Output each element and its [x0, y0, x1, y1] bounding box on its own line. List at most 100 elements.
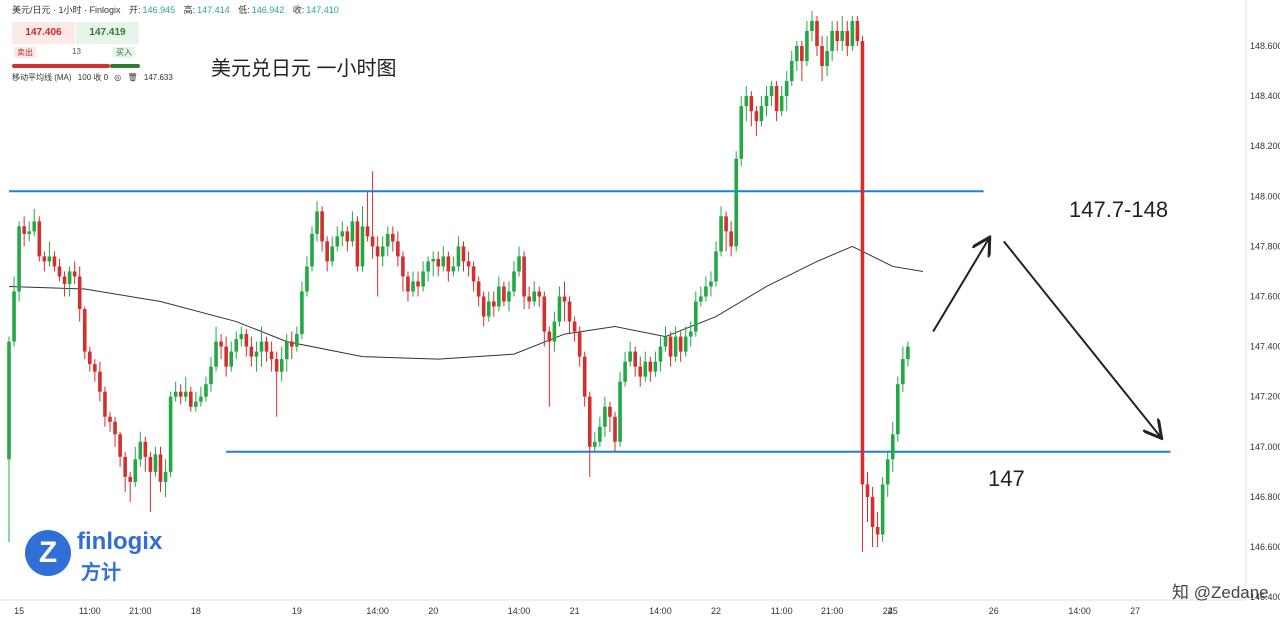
candle-down — [800, 46, 804, 62]
y-tick-label: 147.400 — [1250, 342, 1280, 352]
candle-up — [880, 484, 885, 535]
candle-down — [219, 341, 223, 347]
candle-up — [163, 471, 168, 482]
upper-target-label: 147.7-148 — [1069, 197, 1169, 222]
candle-down — [118, 434, 122, 457]
candle-down — [582, 356, 587, 397]
candle-down — [396, 241, 400, 257]
candle-down — [264, 341, 269, 352]
candle-up — [704, 286, 708, 297]
candle-down — [875, 526, 880, 535]
candle-down — [244, 334, 249, 347]
candle-up — [784, 81, 789, 97]
candle-down — [678, 336, 683, 352]
y-tick-label: 148.600 — [1250, 41, 1280, 51]
candle-down — [815, 20, 819, 46]
sell-price-button[interactable]: 147.406 — [12, 22, 75, 44]
candle-up — [764, 96, 769, 107]
candle-up — [385, 233, 390, 247]
candle-down — [290, 341, 294, 347]
ohlc-open-value: 146.945 — [142, 5, 176, 15]
candle-down — [37, 221, 42, 257]
candle-up — [906, 346, 910, 360]
x-tick-label: 11:00 — [79, 606, 101, 616]
candle-up — [805, 30, 809, 62]
logo-cn: 方计 — [81, 562, 121, 584]
ma-indicator-legend[interactable]: 移动平均线 (MA) 100 收 0 ◎ 🗑 147.633 — [12, 72, 177, 83]
candle-up — [305, 266, 309, 292]
candle-down — [224, 346, 228, 367]
candle-up — [199, 396, 203, 402]
candle-up — [284, 341, 289, 360]
candle-up — [234, 339, 239, 352]
y-tick-label: 147.000 — [1250, 442, 1280, 452]
candle-down — [476, 281, 481, 297]
candle-up — [628, 351, 632, 362]
candle-up — [194, 401, 198, 407]
candle-down — [542, 296, 547, 332]
candle-up — [340, 231, 345, 237]
trash-icon[interactable]: 🗑 — [127, 73, 138, 82]
candle-up — [7, 341, 11, 460]
candle-down — [93, 364, 97, 372]
x-tick-label: 14:00 — [508, 606, 531, 616]
candle-down — [562, 296, 567, 302]
candle-up — [603, 406, 607, 427]
candle-up — [168, 396, 173, 472]
candle-up — [658, 346, 663, 362]
candle-down — [406, 276, 410, 292]
candle-up — [896, 384, 900, 435]
candle-up — [850, 20, 855, 46]
x-tick-label: 11:00 — [771, 606, 793, 616]
candle-down — [52, 256, 57, 267]
logo-name: finlogix — [77, 528, 163, 555]
buy-price-button[interactable]: 147.419 — [76, 22, 139, 44]
candle-down — [143, 441, 148, 457]
candle-down — [845, 30, 850, 46]
candle-down — [416, 281, 420, 287]
candle-down — [72, 271, 77, 277]
ma-value: 147.633 — [143, 73, 173, 82]
candle-up — [593, 441, 597, 447]
candle-up — [683, 336, 688, 352]
candle-up — [890, 434, 895, 460]
chart-title: 美元兑日元 一小时图 — [211, 58, 397, 80]
y-tick-label: 148.400 — [1250, 91, 1280, 101]
candle-down — [537, 291, 542, 297]
y-tick-label: 146.800 — [1250, 492, 1280, 502]
finlogix-logo: Z finlogix 方计 — [25, 528, 185, 584]
candle-up — [456, 246, 461, 267]
ma-name: 移动平均线 (MA) — [12, 73, 72, 82]
y-tick-label: 147.600 — [1250, 292, 1280, 302]
candle-down — [391, 233, 395, 242]
candle-up — [810, 20, 814, 31]
candle-up — [901, 359, 905, 385]
symbol-label: 美元/日元 · 1小时 · Finlogix — [12, 5, 121, 15]
projection-arrow-down — [1003, 240, 1161, 436]
buy-button[interactable]: 买入 — [113, 47, 135, 58]
x-tick-label: 21:00 — [821, 606, 844, 616]
candle-down — [401, 256, 405, 277]
ohlc-close-label: 收: — [292, 5, 305, 15]
candle-down — [729, 231, 733, 247]
candle-up — [259, 341, 264, 352]
candle-up — [552, 321, 557, 342]
lower-target-label: 147 — [988, 466, 1025, 491]
candle-up — [153, 454, 158, 472]
candle-up — [32, 221, 37, 232]
x-tick-label: 15 — [14, 606, 24, 616]
candle-up — [209, 366, 213, 385]
x-tick-label: 14:00 — [649, 606, 672, 616]
candle-up — [512, 271, 516, 292]
candle-up — [825, 51, 829, 67]
candle-up — [426, 261, 430, 272]
candle-up — [517, 256, 521, 272]
candle-down — [613, 416, 617, 442]
eye-icon[interactable]: ◎ — [114, 73, 122, 82]
candle-up — [360, 226, 365, 267]
ohlc-low-label: 低: — [238, 5, 250, 15]
x-tick-label: 25 — [888, 606, 898, 616]
candle-down — [572, 321, 577, 332]
sell-button[interactable]: 卖出 — [14, 47, 36, 58]
